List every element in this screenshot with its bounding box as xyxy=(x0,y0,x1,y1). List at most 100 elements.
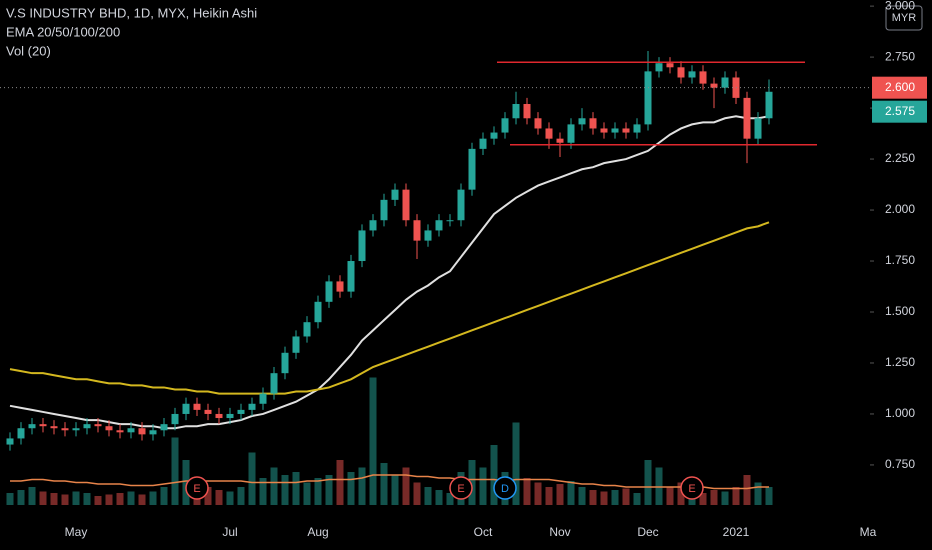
volume-bar xyxy=(600,491,608,505)
volume-bar xyxy=(468,460,476,505)
volume-bar xyxy=(292,472,300,505)
volume-bar xyxy=(721,491,729,505)
price-tag xyxy=(872,100,927,123)
volume-bar xyxy=(413,482,421,505)
candle-body xyxy=(28,424,36,429)
candle-body xyxy=(314,301,322,323)
volume-bar xyxy=(83,493,91,505)
volume-ma xyxy=(10,474,769,490)
candle-body xyxy=(545,128,553,139)
candle-body xyxy=(402,189,410,221)
candle-body xyxy=(182,403,190,414)
ema-line xyxy=(9,221,770,395)
volume-bar xyxy=(39,491,47,505)
candle-body xyxy=(710,83,718,88)
y-tick-label: 1.000 xyxy=(885,406,915,420)
candle-body xyxy=(303,322,311,337)
candle-body xyxy=(248,403,256,410)
candle-body xyxy=(688,71,696,78)
volume-bar xyxy=(644,460,652,505)
candle-body xyxy=(83,424,91,429)
volume-bar xyxy=(259,478,267,505)
candle-body xyxy=(6,438,14,445)
volume-bar xyxy=(303,482,311,505)
candle-body xyxy=(369,220,377,231)
event-marker xyxy=(449,476,473,500)
volume-bar xyxy=(435,490,443,505)
volume-bar xyxy=(336,460,344,505)
volume-bar xyxy=(666,487,674,505)
candle-body xyxy=(204,409,212,414)
volume-bar xyxy=(512,422,520,505)
x-tick-label: Nov xyxy=(549,525,570,539)
event-label: E xyxy=(457,483,464,495)
volume-bar xyxy=(182,460,190,505)
volume-bar xyxy=(17,490,25,505)
candle-body xyxy=(523,104,531,119)
y-tick-label: 3.000 xyxy=(885,0,915,12)
candle-body xyxy=(765,91,773,119)
volume-bar xyxy=(72,491,80,505)
candle-body xyxy=(534,118,542,129)
volume-bar xyxy=(578,487,586,505)
candle-body xyxy=(292,336,300,353)
candle-body xyxy=(347,261,355,292)
volume-bar xyxy=(567,481,575,505)
candle-body xyxy=(171,413,179,425)
candle-body xyxy=(611,128,619,133)
candle-body xyxy=(589,118,597,129)
volume-bar xyxy=(490,445,498,505)
candle-body xyxy=(94,424,102,427)
candle-body xyxy=(105,426,113,431)
volume-bar xyxy=(754,482,762,505)
volume-bar xyxy=(633,493,641,505)
y-tick-label: 2.750 xyxy=(885,49,915,63)
volume-bar xyxy=(127,491,135,505)
candle-body xyxy=(435,220,443,231)
indicator-label: Vol (20) xyxy=(6,43,51,58)
currency-box[interactable] xyxy=(885,5,923,31)
candle-body xyxy=(501,118,509,133)
candle-body xyxy=(655,63,663,72)
volume-bar xyxy=(446,493,454,505)
volume-bar xyxy=(204,487,212,505)
event-marker xyxy=(185,476,209,500)
volume-bar xyxy=(105,494,113,505)
candle-body xyxy=(149,430,157,435)
volume-bar xyxy=(534,482,542,505)
volume-bar xyxy=(402,467,410,505)
ema-line xyxy=(9,115,770,430)
candle-body xyxy=(391,189,399,200)
candle-body xyxy=(754,118,762,139)
currency[interactable]: MYR xyxy=(892,12,917,24)
volume-bar xyxy=(380,463,388,505)
event-label: E xyxy=(688,483,695,495)
volume-bar xyxy=(270,467,278,505)
candle-body xyxy=(226,413,234,419)
volume-bar xyxy=(94,496,102,505)
price-tag-label: 2.575 xyxy=(885,104,915,118)
y-tick-label: 2.000 xyxy=(885,202,915,216)
candle-body xyxy=(490,132,498,139)
volume-bar xyxy=(765,487,773,505)
volume-bar xyxy=(28,487,36,505)
candle-body xyxy=(578,118,586,125)
candle-body xyxy=(567,124,575,143)
candle-body xyxy=(39,424,47,427)
candle-body xyxy=(358,230,366,262)
candle-body xyxy=(127,428,135,433)
volume-bar xyxy=(6,493,14,505)
volume-bar xyxy=(215,490,223,505)
y-tick-label: 1.750 xyxy=(885,253,915,267)
volume-bar xyxy=(743,475,751,505)
candle-body xyxy=(666,63,674,68)
x-tick-label: May xyxy=(65,525,88,539)
indicator-label: EMA 20/50/100/200 xyxy=(6,24,120,39)
candle-body xyxy=(193,403,201,410)
candle-body xyxy=(50,426,58,429)
volume-bar xyxy=(116,493,124,505)
y-tick-label: 0.750 xyxy=(885,457,915,471)
candle-body xyxy=(633,124,641,133)
candle-body xyxy=(446,220,454,222)
